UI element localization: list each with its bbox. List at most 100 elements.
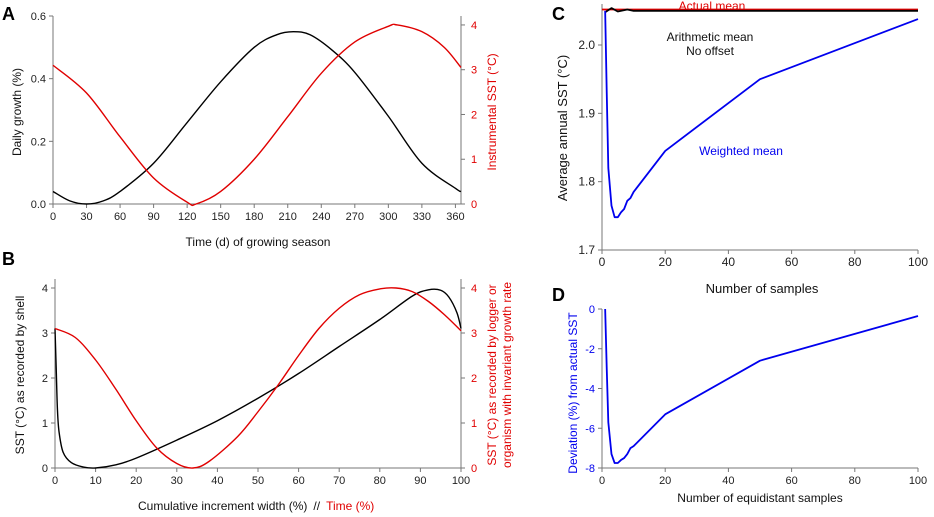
chart-a-xtick-label: 270 xyxy=(346,211,364,223)
chart-a-xtick-label: 330 xyxy=(413,211,431,223)
chart-b-xtick-label: 60 xyxy=(292,475,304,487)
chart-a-xtick-label: 120 xyxy=(178,211,196,223)
chart-b-xlabel-red: Time (%) xyxy=(326,499,374,513)
chart-b-xtick-label: 0 xyxy=(52,475,58,487)
chart-d-xtick-label: 0 xyxy=(599,475,605,487)
chart-b-ytick-label: 2 xyxy=(42,373,48,385)
chart-c-ytick-label: 2.0 xyxy=(578,38,595,52)
chart-a-xtick-label: 210 xyxy=(279,211,297,223)
chart-a-xtick-label: 300 xyxy=(379,211,397,223)
chart-d-ytick-label: -8 xyxy=(585,463,595,475)
chart-d-axes: 0 20 40 60 80 100 -8 -6 -4 -2 0 xyxy=(585,304,927,487)
panel-label-d: D xyxy=(552,285,565,305)
chart-c-ytick-label: 1.7 xyxy=(578,243,595,257)
chart-b-xtick-label: 30 xyxy=(171,475,183,487)
chart-a: 0 30 60 90 120 150 180 210 240 270 300 330 3600.00.2… xyxy=(10,11,499,249)
chart-a-ytick-label: 0.0 xyxy=(31,199,46,211)
chart-b-ytick-right-label: 4 xyxy=(471,283,477,295)
chart-d-ytick-label: -2 xyxy=(585,344,595,356)
chart-b-series-sst-recorded-by-shell xyxy=(54,288,462,469)
chart-d-xtick-label: 100 xyxy=(909,475,927,487)
chart-b-ytick-right-label: 0 xyxy=(471,463,477,475)
chart-a-ytick-label: 0.4 xyxy=(31,74,46,86)
chart-d-xtick-label: 20 xyxy=(659,475,671,487)
chart-c-xtick-label: 100 xyxy=(908,255,928,269)
chart-a-xtick-label: 360 xyxy=(446,211,464,223)
chart-b-xtick-label: 70 xyxy=(333,475,345,487)
chart-c-ytick-label: 1.9 xyxy=(578,106,595,120)
chart-b-ytick-right-label: 3 xyxy=(471,328,477,340)
chart-b-ytick-label: 1 xyxy=(42,418,48,430)
chart-c: 0 20 40 60 80 100 1.7 1.8 1.9 2.0 Number of sampl… xyxy=(555,0,928,296)
chart-d-xlabel: Number of equidistant samples xyxy=(677,491,842,505)
chart-d-xtick-label: 40 xyxy=(722,475,734,487)
chart-b-xtick-label: 20 xyxy=(130,475,142,487)
annotation-weighted-mean: Weighted mean xyxy=(699,144,783,158)
chart-a-axes: 0 30 60 90 120 150 180 210 240 270 300 330 3600.00.2… xyxy=(31,11,477,223)
chart-a-ylabel-right: Instrumental SST (°C) xyxy=(485,53,499,170)
chart-d-xtick-label: 60 xyxy=(785,475,797,487)
chart-d-ytick-label: 0 xyxy=(589,304,595,316)
chart-c-ylabel: Average annual SST (°C) xyxy=(555,55,570,201)
chart-c-xtick-label: 60 xyxy=(785,255,799,269)
chart-b-ytick-right-label: 1 xyxy=(471,418,477,430)
annotation-no-offset: No offset xyxy=(686,44,734,58)
chart-b-ylabel-left: SST (°C) as recorded by shell xyxy=(13,296,27,455)
panel-label-c: C xyxy=(552,4,565,24)
chart-b-xlabel: Cumulative increment width (%) // Time (%) xyxy=(138,499,374,513)
chart-b-xtick-label: 10 xyxy=(89,475,101,487)
chart-b-xlabel-separator: // xyxy=(313,499,320,513)
chart-a-ytick-right-label: 3 xyxy=(471,65,477,77)
chart-d-xtick-label: 80 xyxy=(849,475,861,487)
chart-c-axes: 0 20 40 60 80 100 1.7 1.8 1.9 2.0 xyxy=(578,4,928,269)
chart-c-series-weighted-mean xyxy=(604,10,919,219)
chart-c-xtick-label: 20 xyxy=(659,255,673,269)
chart-a-ytick-right-label: 1 xyxy=(471,154,477,166)
chart-b-ylabel-right-line2: organism with invariant growth rate xyxy=(500,282,514,468)
chart-a-series-daily-growth xyxy=(52,30,462,205)
chart-c-xtick-label: 80 xyxy=(848,255,862,269)
chart-b-series-sst-recorded-by-logger xyxy=(54,287,462,469)
chart-a-ylabel-left: Daily growth (%) xyxy=(10,68,24,156)
chart-a-xtick-label: 30 xyxy=(80,211,92,223)
chart-b-xtick-label: 100 xyxy=(452,475,470,487)
chart-a-xtick-label: 240 xyxy=(312,211,330,223)
chart-b-ytick-label: 0 xyxy=(42,463,48,475)
chart-c-ytick-label: 1.8 xyxy=(578,175,595,189)
panel-label-a: A xyxy=(2,4,15,24)
chart-b-ytick-label: 4 xyxy=(42,283,48,295)
chart-d-ytick-label: -4 xyxy=(585,384,595,396)
chart-c-series-arithmetic-mean xyxy=(604,7,918,13)
chart-b-xtick-label: 50 xyxy=(252,475,264,487)
chart-a-ytick-label: 0.2 xyxy=(31,136,46,148)
chart-b-xtick-label: 80 xyxy=(374,475,386,487)
chart-b-ytick-label: 3 xyxy=(42,328,48,340)
chart-a-xtick-label: 90 xyxy=(147,211,159,223)
chart-d-ytick-label: -6 xyxy=(585,423,595,435)
chart-d-series-deviation xyxy=(604,308,919,464)
chart-d: 0 20 40 60 80 100 -8 -6 -4 -2 0 Number of equidist… xyxy=(566,304,927,505)
chart-a-xtick-label: 180 xyxy=(245,211,263,223)
chart-c-xlabel: Number of samples xyxy=(706,281,819,296)
chart-a-ytick-right-label: 4 xyxy=(471,20,477,32)
chart-a-xlabel: Time (d) of growing season xyxy=(186,235,331,249)
chart-b-xlabel-main: Cumulative increment width (%) xyxy=(138,499,307,513)
chart-a-ytick-right-label: 2 xyxy=(471,109,477,121)
chart-a-xtick-label: 60 xyxy=(114,211,126,223)
chart-d-ylabel: Deviation (%) from actual SST xyxy=(566,312,580,474)
chart-b-xtick-label: 90 xyxy=(414,475,426,487)
chart-a-series-instrumental-sst xyxy=(52,23,462,207)
chart-a-ytick-label: 0.6 xyxy=(31,11,46,23)
chart-c-xtick-label: 0 xyxy=(599,255,606,269)
chart-b-ytick-right-label: 2 xyxy=(471,373,477,385)
chart-c-xtick-label: 40 xyxy=(722,255,736,269)
panel-label-b: B xyxy=(2,249,15,269)
chart-b-ylabel-right-line1: SST (°C) as recorded by logger or xyxy=(485,284,499,465)
chart-a-xtick-label: 0 xyxy=(50,211,56,223)
chart-a-xtick-label: 150 xyxy=(211,211,229,223)
chart-b-xtick-label: 40 xyxy=(211,475,223,487)
chart-a-ytick-right-label: 0 xyxy=(471,199,477,211)
